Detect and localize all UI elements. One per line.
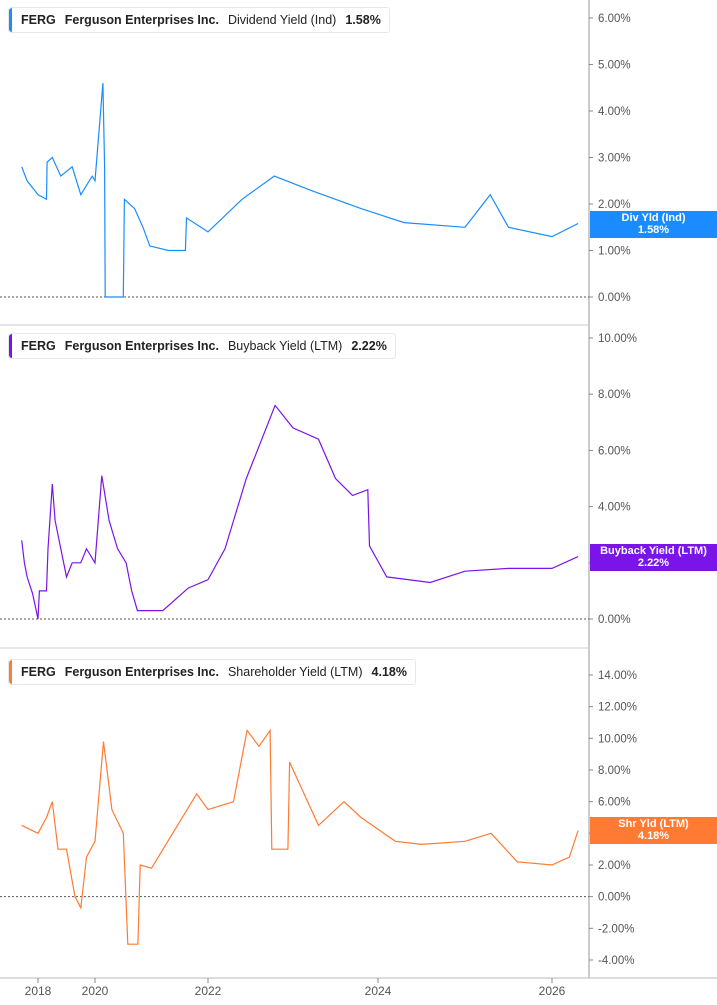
y-tick-label: 10.00% xyxy=(598,333,637,345)
tag-label: Buyback Yield (LTM) xyxy=(600,544,707,557)
series-line-1 xyxy=(21,404,579,620)
legend-value: 1.58% xyxy=(345,13,381,27)
y-tick-label: 4.00% xyxy=(598,502,631,514)
series-line-0 xyxy=(21,83,579,298)
legend-1[interactable]: FERG Ferguson Enterprises Inc. Buyback Y… xyxy=(8,333,396,359)
legend-0[interactable]: FERG Ferguson Enterprises Inc. Dividend … xyxy=(8,7,390,33)
y-tick-label: 4.00% xyxy=(598,106,631,118)
tag-label: Shr Yld (LTM) xyxy=(618,818,689,831)
legend-company: Ferguson Enterprises Inc. xyxy=(64,339,219,353)
legend-ticker: FERG xyxy=(21,13,56,27)
legend-metric: Shareholder Yield (LTM) xyxy=(227,665,363,679)
tag-value: 2.22% xyxy=(637,556,670,569)
tag-value: 4.18% xyxy=(637,830,670,843)
y-tick-label: -4.00% xyxy=(598,955,634,967)
y-tick-label: 5.00% xyxy=(598,60,631,72)
y-tick-label: 2.00% xyxy=(598,860,631,872)
y-tick-label: 0.00% xyxy=(598,892,631,904)
legend-metric: Buyback Yield (LTM) xyxy=(227,339,343,353)
series-line-2 xyxy=(21,728,579,945)
legend-color-bar xyxy=(9,334,12,358)
x-tick-label: 2024 xyxy=(365,984,392,998)
tag-value: 1.58% xyxy=(637,223,670,236)
tag-label: Div Yld (Ind) xyxy=(621,211,686,224)
y-tick-label: 6.00% xyxy=(598,13,631,25)
legend-value: 4.18% xyxy=(371,665,407,679)
y-tick-label: 3.00% xyxy=(598,153,631,165)
y-tick-label: 12.00% xyxy=(598,702,637,714)
legend-color-bar xyxy=(9,660,12,684)
legend-color-bar xyxy=(9,8,12,32)
last-value-tag-2: Shr Yld (LTM) 4.18% xyxy=(590,817,717,845)
y-tick-label: 8.00% xyxy=(598,389,631,401)
y-tick-label: 0.00% xyxy=(598,292,631,304)
y-tick-label: 1.00% xyxy=(598,246,631,258)
legend-value: 2.22% xyxy=(351,339,387,353)
legend-company: Ferguson Enterprises Inc. xyxy=(64,13,219,27)
y-tick-label: 0.00% xyxy=(598,614,631,626)
legend-ticker: FERG xyxy=(21,665,56,679)
last-value-tag-1: Buyback Yield (LTM) 2.22% xyxy=(590,543,717,571)
y-tick-label: 6.00% xyxy=(598,445,631,457)
y-tick-label: 2.00% xyxy=(598,199,631,211)
legend-2[interactable]: FERG Ferguson Enterprises Inc. Sharehold… xyxy=(8,659,416,685)
last-value-tag-0: Div Yld (Ind) 1.58% xyxy=(590,210,717,238)
legend-metric: Dividend Yield (Ind) xyxy=(227,13,337,27)
x-tick-label: 2018 xyxy=(25,984,52,998)
y-tick-label: 10.00% xyxy=(598,733,637,745)
x-tick-label: 2026 xyxy=(539,984,566,998)
legend-company: Ferguson Enterprises Inc. xyxy=(64,665,219,679)
y-tick-label: 8.00% xyxy=(598,765,631,777)
x-tick-label: 2020 xyxy=(82,984,109,998)
y-tick-label: -2.00% xyxy=(598,923,634,935)
legend-ticker: FERG xyxy=(21,339,56,353)
x-tick-label: 2022 xyxy=(195,984,222,998)
y-tick-label: 14.00% xyxy=(598,670,637,682)
y-tick-label: 6.00% xyxy=(598,797,631,809)
